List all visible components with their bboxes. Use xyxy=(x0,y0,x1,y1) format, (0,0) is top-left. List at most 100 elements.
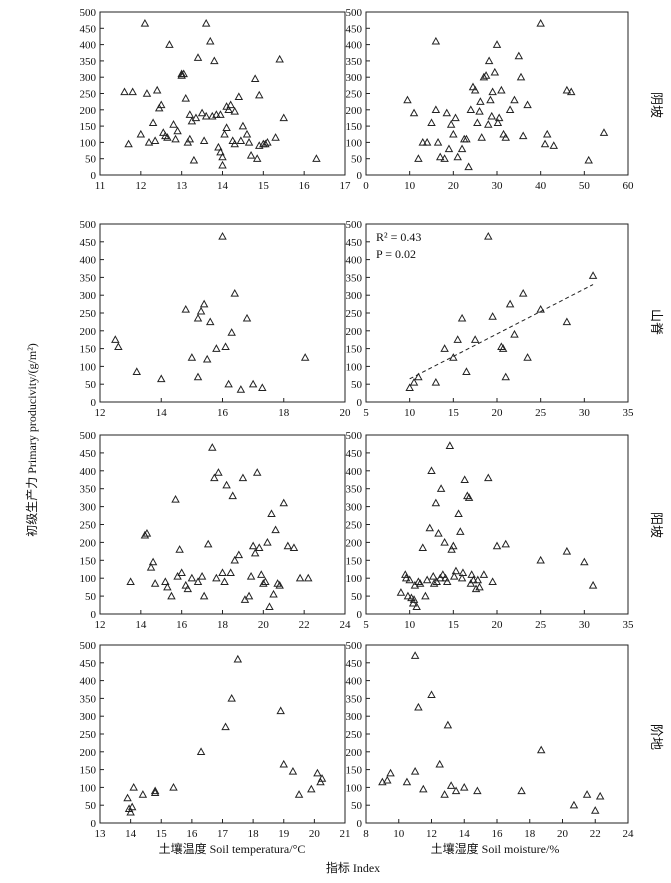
data-point xyxy=(451,113,460,122)
x-axis-label-moisture: 土壤湿度 Soil moisture/% xyxy=(431,841,560,856)
y-tick-label: 50 xyxy=(351,379,363,391)
data-point xyxy=(261,577,270,585)
data-point xyxy=(431,498,441,507)
x-tick-label: 24 xyxy=(623,828,635,840)
panel-7: 13 14 15 16 17 18 19 20 21 0 50 100 150 200 250 300 350 4… xyxy=(80,640,351,840)
y-tick-label: 450 xyxy=(346,658,363,670)
data-point xyxy=(191,113,201,122)
data-point xyxy=(431,36,441,45)
data-point xyxy=(470,85,480,94)
data-point xyxy=(263,537,272,546)
data-point xyxy=(488,577,497,585)
data-point xyxy=(196,747,206,756)
data-point xyxy=(259,579,268,587)
y-tick-label: 350 xyxy=(346,484,363,496)
data-point xyxy=(187,573,197,582)
data-point xyxy=(479,72,489,81)
data-point xyxy=(224,379,233,388)
y-tick-label: 400 xyxy=(80,676,97,688)
data-point xyxy=(457,313,467,322)
data-point xyxy=(276,706,285,715)
data-point xyxy=(202,354,212,363)
x-tick-label: 25 xyxy=(535,407,547,419)
data-point xyxy=(269,589,278,598)
data-point xyxy=(255,90,264,99)
data-point xyxy=(248,379,258,388)
x-tick-label: 14 xyxy=(135,619,147,631)
data-point xyxy=(488,87,497,96)
data-point xyxy=(212,110,221,118)
y-tick-label: 200 xyxy=(80,747,97,759)
data-point xyxy=(126,577,135,585)
data-point xyxy=(433,137,443,146)
x-tick-label: 35 xyxy=(623,407,635,419)
data-point xyxy=(146,563,156,571)
data-point xyxy=(132,367,141,375)
data-point xyxy=(294,790,304,798)
data-point xyxy=(523,100,532,109)
panel-6: 5 10 15 20 25 30 35050100150200250300350400450… xyxy=(346,430,635,631)
data-point xyxy=(206,317,215,326)
x-tick-label: 10 xyxy=(404,180,416,192)
data-point xyxy=(464,162,473,171)
y-tick-label: 500 xyxy=(346,7,363,19)
data-point xyxy=(463,491,472,500)
y-tick-label: 100 xyxy=(80,361,97,373)
y-tick-label: 250 xyxy=(80,308,97,320)
data-point xyxy=(501,133,510,141)
panel-frame xyxy=(99,434,346,615)
y-tick-label: 500 xyxy=(346,219,363,231)
x-tick-label: 17 xyxy=(217,828,229,840)
data-point xyxy=(236,136,246,144)
x-tick-label: 20 xyxy=(448,180,460,192)
y-tick-label: 500 xyxy=(80,640,97,652)
data-point xyxy=(128,87,137,96)
data-point xyxy=(412,602,421,611)
y-tick-label: 50 xyxy=(351,154,363,166)
panel-2: 0 10 20 30 40 50 60 0 50 100 150 200 250 300 350 400 450… xyxy=(346,7,635,192)
y-tick-label: 350 xyxy=(346,56,363,68)
data-point xyxy=(451,566,461,575)
data-point xyxy=(484,120,493,128)
data-point xyxy=(518,288,528,297)
data-point xyxy=(428,571,438,580)
panel-frame xyxy=(99,11,346,176)
data-point xyxy=(218,232,227,240)
y-tick-label: 400 xyxy=(80,40,97,52)
x-tick-label: 25 xyxy=(535,619,547,631)
data-point xyxy=(414,577,423,585)
data-point xyxy=(484,232,493,240)
data-point xyxy=(414,702,423,711)
data-point xyxy=(498,344,508,352)
x-tick-label: 8 xyxy=(363,828,369,840)
data-point xyxy=(279,113,288,122)
data-point xyxy=(475,107,484,115)
data-point xyxy=(226,100,235,109)
y-tick-label: 500 xyxy=(80,7,97,19)
data-point xyxy=(240,595,250,603)
y-tick-label: 500 xyxy=(80,219,97,231)
data-point xyxy=(431,377,441,386)
data-point xyxy=(445,441,455,449)
data-point xyxy=(193,577,203,585)
data-point xyxy=(403,95,412,104)
data-point xyxy=(422,137,432,146)
y-tick-label: 250 xyxy=(346,520,363,532)
data-point xyxy=(402,777,412,786)
data-point xyxy=(258,383,267,391)
data-point xyxy=(484,56,494,65)
data-point xyxy=(473,786,482,795)
x-tick-label: 50 xyxy=(579,180,591,192)
y-tick-label: 0 xyxy=(91,397,97,409)
y-tick-label: 150 xyxy=(80,765,97,777)
data-point xyxy=(257,570,266,578)
data-point xyxy=(233,654,243,663)
data-point xyxy=(403,591,413,600)
data-point xyxy=(484,473,493,482)
data-point xyxy=(427,466,436,475)
data-point xyxy=(203,539,213,548)
data-point xyxy=(185,110,195,118)
data-point xyxy=(140,530,150,539)
data-point xyxy=(432,577,441,585)
data-point xyxy=(436,484,446,492)
